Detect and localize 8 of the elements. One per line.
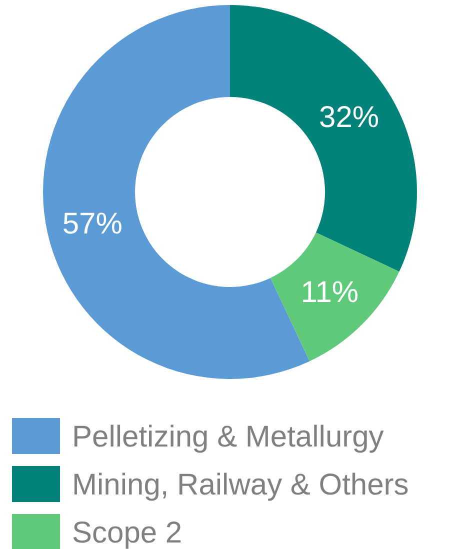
legend-label: Pelletizing & Metallurgy [72, 420, 384, 454]
legend-label: Scope 2 [72, 516, 182, 549]
donut-slice [230, 5, 417, 272]
legend-label: Mining, Railway & Others [72, 468, 409, 502]
data-label: 57% [62, 207, 122, 240]
donut-slice [270, 232, 400, 362]
data-label: 11% [300, 276, 359, 310]
data-label: 32% [319, 100, 380, 134]
